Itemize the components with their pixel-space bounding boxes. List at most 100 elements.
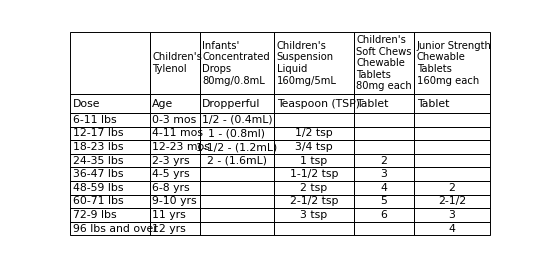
Bar xyxy=(414,195,489,208)
Text: 96 lbs and over: 96 lbs and over xyxy=(73,224,158,234)
Text: Tablet: Tablet xyxy=(356,99,389,109)
Bar xyxy=(70,32,150,94)
Bar xyxy=(354,154,414,167)
Text: 6-11 lbs: 6-11 lbs xyxy=(73,115,117,125)
Text: 2 tsp: 2 tsp xyxy=(300,183,328,193)
Bar xyxy=(200,32,274,94)
Text: 0-3 mos: 0-3 mos xyxy=(153,115,197,125)
Text: 1 - (0.8ml): 1 - (0.8ml) xyxy=(208,129,265,139)
Bar xyxy=(200,127,274,140)
Bar xyxy=(70,154,150,167)
Bar xyxy=(274,154,354,167)
Bar xyxy=(150,94,200,113)
Bar xyxy=(200,140,274,154)
Bar xyxy=(70,140,150,154)
Bar xyxy=(354,167,414,181)
Text: Dropperful: Dropperful xyxy=(202,99,261,109)
Bar xyxy=(200,167,274,181)
Bar xyxy=(414,167,489,181)
Bar xyxy=(200,222,274,235)
Text: Junior Strength
Chewable
Tablets
160mg each: Junior Strength Chewable Tablets 160mg e… xyxy=(417,41,492,86)
Text: 6-8 yrs: 6-8 yrs xyxy=(153,183,190,193)
Bar xyxy=(414,181,489,195)
Bar xyxy=(274,222,354,235)
Bar xyxy=(150,154,200,167)
Bar xyxy=(150,222,200,235)
Bar xyxy=(150,167,200,181)
Bar xyxy=(70,181,150,195)
Bar xyxy=(354,195,414,208)
Text: 2: 2 xyxy=(449,183,456,193)
Bar xyxy=(200,113,274,127)
Text: 1/2 - (0.4mL): 1/2 - (0.4mL) xyxy=(202,115,272,125)
Text: 3: 3 xyxy=(449,210,456,220)
Text: Tablet: Tablet xyxy=(417,99,449,109)
Text: 18-23 lbs: 18-23 lbs xyxy=(73,142,123,152)
Bar xyxy=(414,32,489,94)
Text: 4: 4 xyxy=(380,183,387,193)
Bar xyxy=(274,140,354,154)
Text: 12-23 mos: 12-23 mos xyxy=(153,142,210,152)
Bar xyxy=(274,94,354,113)
Bar xyxy=(70,167,150,181)
Text: 2-3 yrs: 2-3 yrs xyxy=(153,156,190,166)
Text: 9-10 yrs: 9-10 yrs xyxy=(153,196,197,206)
Text: 1 tsp: 1 tsp xyxy=(300,156,328,166)
Bar xyxy=(354,181,414,195)
Bar xyxy=(274,181,354,195)
Bar xyxy=(70,113,150,127)
Bar xyxy=(70,127,150,140)
Bar xyxy=(354,113,414,127)
Text: Age: Age xyxy=(153,99,174,109)
Bar xyxy=(150,127,200,140)
Bar xyxy=(150,140,200,154)
Text: Children's
Suspension
Liquid
160mg/5mL: Children's Suspension Liquid 160mg/5mL xyxy=(276,41,336,86)
Bar xyxy=(414,140,489,154)
Bar xyxy=(354,208,414,222)
Bar xyxy=(414,222,489,235)
Bar xyxy=(274,127,354,140)
Text: 2-1/2 tsp: 2-1/2 tsp xyxy=(289,196,338,206)
Bar xyxy=(414,208,489,222)
Bar xyxy=(200,181,274,195)
Bar xyxy=(354,94,414,113)
Text: 3/4 tsp: 3/4 tsp xyxy=(295,142,332,152)
Bar xyxy=(70,208,150,222)
Bar xyxy=(274,195,354,208)
Bar xyxy=(150,113,200,127)
Text: 48-59 lbs: 48-59 lbs xyxy=(73,183,123,193)
Bar xyxy=(354,127,414,140)
Text: Children's
Soft Chews
Chewable
Tablets
80mg each: Children's Soft Chews Chewable Tablets 8… xyxy=(356,35,412,91)
Bar xyxy=(274,32,354,94)
Text: 5: 5 xyxy=(380,196,387,206)
Bar xyxy=(200,94,274,113)
Text: 1/2 tsp: 1/2 tsp xyxy=(295,129,332,139)
Bar xyxy=(150,195,200,208)
Bar xyxy=(150,208,200,222)
Bar xyxy=(150,181,200,195)
Bar xyxy=(200,208,274,222)
Text: 11 yrs: 11 yrs xyxy=(153,210,186,220)
Text: 3: 3 xyxy=(380,169,387,179)
Bar xyxy=(354,140,414,154)
Bar xyxy=(354,222,414,235)
Bar xyxy=(354,32,414,94)
Text: 4-11 mos: 4-11 mos xyxy=(153,129,203,139)
Text: 60-71 lbs: 60-71 lbs xyxy=(73,196,123,206)
Text: 72-9 lbs: 72-9 lbs xyxy=(73,210,117,220)
Bar xyxy=(150,32,200,94)
Text: 3 tsp: 3 tsp xyxy=(300,210,328,220)
Bar xyxy=(70,94,150,113)
Text: 4-5 yrs: 4-5 yrs xyxy=(153,169,190,179)
Text: Children's
Tylenol: Children's Tylenol xyxy=(153,52,202,74)
Text: 24-35 lbs: 24-35 lbs xyxy=(73,156,123,166)
Text: Dose: Dose xyxy=(73,99,100,109)
Bar xyxy=(414,113,489,127)
Bar xyxy=(274,167,354,181)
Bar xyxy=(414,154,489,167)
Bar xyxy=(200,154,274,167)
Text: 36-47 lbs: 36-47 lbs xyxy=(73,169,123,179)
Text: 12-17 lbs: 12-17 lbs xyxy=(73,129,123,139)
Bar xyxy=(414,94,489,113)
Text: 2: 2 xyxy=(380,156,387,166)
